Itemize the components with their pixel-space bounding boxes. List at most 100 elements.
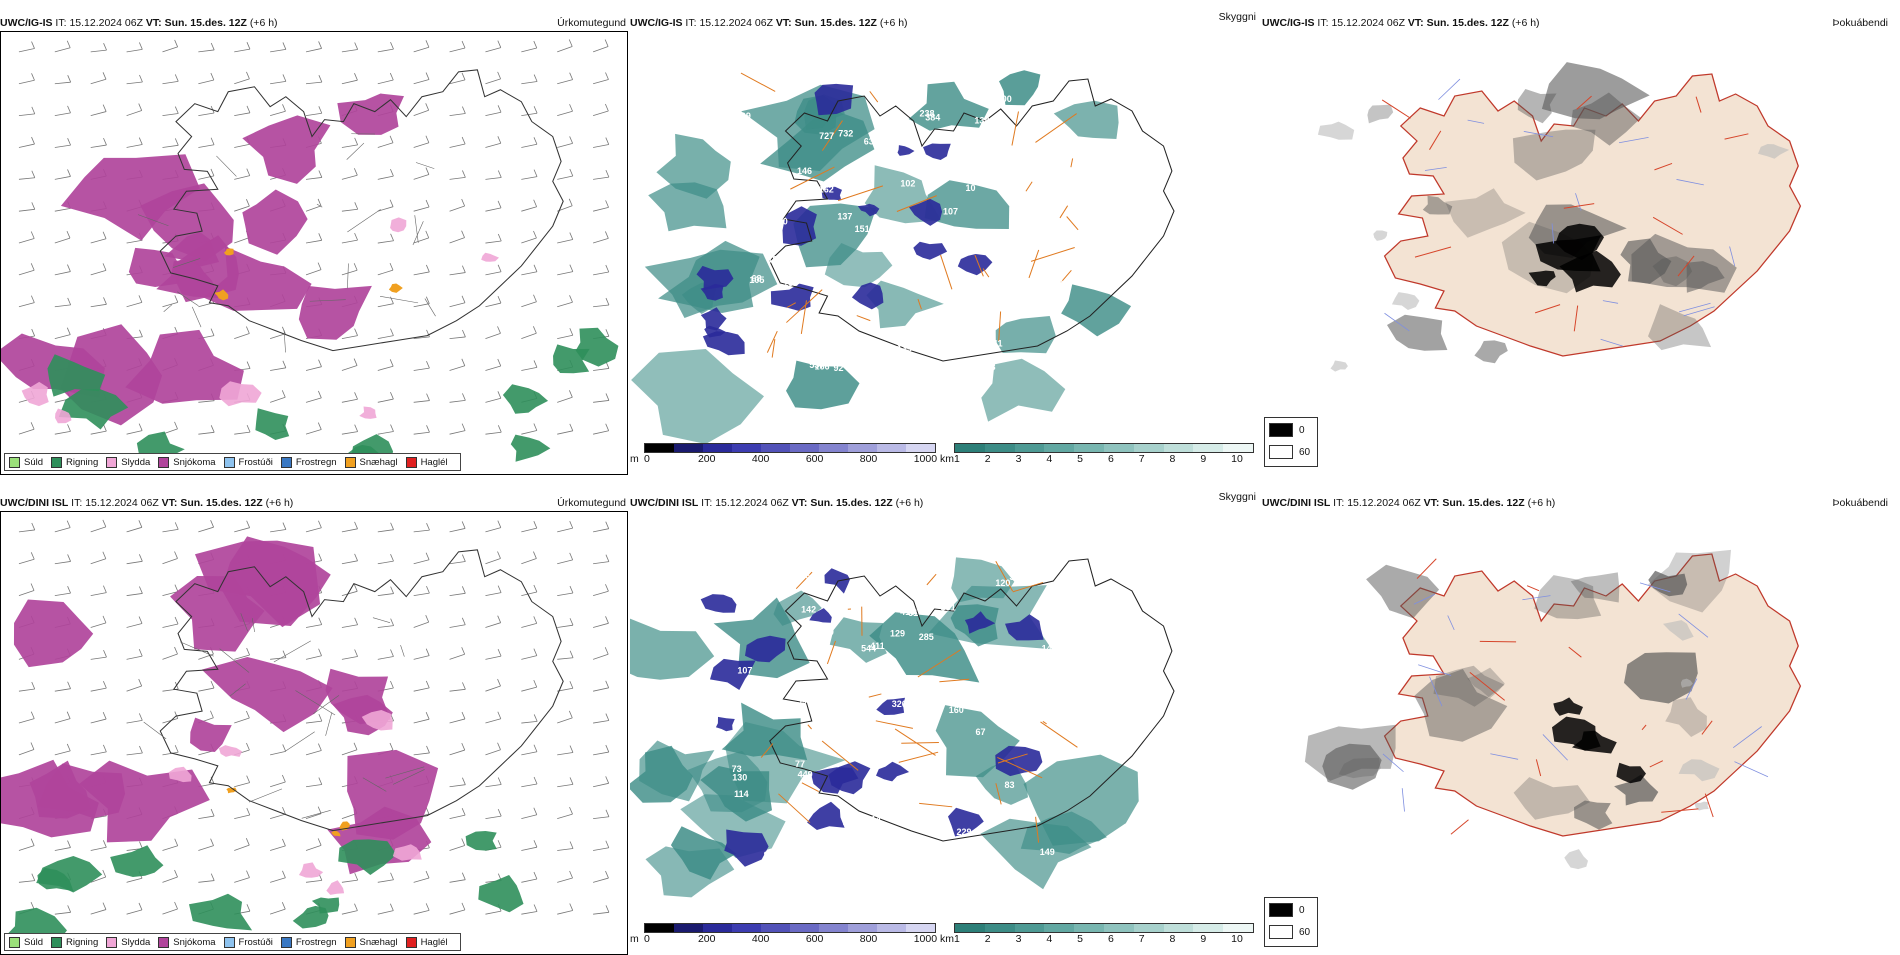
wind-barb-flag [246,871,249,878]
wind-barb [91,270,106,275]
legend-item: Frostúði [224,937,273,948]
colorbar-tick: 200 [698,933,716,945]
wind-barb-flag [319,554,322,561]
wind-barb [593,783,609,786]
wind-barb [162,877,177,882]
wind-barb-flag [103,297,106,304]
wind-barb-flag [32,137,35,144]
wind-barb-flag [534,75,537,82]
legend-swatch [1269,925,1293,939]
wind-barb [19,881,35,883]
wind-barb-flag [534,360,537,367]
wind-barb-flag [139,42,142,49]
wind-barb-flag [211,329,214,336]
wind-barb [55,335,70,339]
wind-barb [342,561,358,564]
wind-barb-flag [390,904,393,911]
wind-barb-flag [319,75,322,82]
wind-barb [306,845,321,850]
wind-barb-flag [606,170,609,177]
ceiling-value-label: 86 [973,837,983,847]
wind-barb-flag [570,903,573,910]
wind-barb [485,208,501,211]
wind-barb-flag [103,138,106,145]
wind-barb [55,208,71,211]
wind-barb [557,80,572,84]
wind-barb-flag [606,298,609,305]
wind-barb-flag [355,554,358,561]
wind-barb [342,209,358,211]
legend-swatch [406,937,417,948]
wind-barb [414,80,429,84]
wind-barb-flag [355,329,358,336]
wind-barb [450,719,465,723]
road-line [326,712,332,735]
colorbar-tick: 400 [752,933,770,945]
wind-barb-flag [534,170,537,177]
road-line [870,91,878,102]
wind-barb [378,656,394,659]
wind-barb-flag [355,873,358,880]
ceiling-value-label: 372 [858,351,873,361]
legend-swatch [106,457,117,468]
wind-barb [55,848,71,851]
wind-barb-flag [570,871,573,878]
wind-barb-flag [390,329,393,336]
wind-barb [593,562,609,564]
wind-barb-flag [570,233,573,240]
wind-barb-flag [462,555,465,562]
field-blob [219,381,261,406]
wind-barb [593,848,609,851]
wind-barb-flag [318,391,321,398]
wind-barb-flag [139,649,142,656]
wind-barb-flag [247,42,250,49]
legend-label: Frostúði [239,937,273,948]
wind-barb-flag [31,743,34,750]
wind-barb [91,239,106,243]
wind-barb [414,688,430,691]
field-blob [242,115,330,183]
wind-barb-flag [354,904,357,911]
wind-barb [593,817,609,819]
wind-barb [162,624,178,628]
field-blob [129,248,180,287]
field-blob [1392,292,1420,310]
wind-barb-flag [426,40,429,47]
wind-barb [127,82,143,84]
wind-barb-flag [282,775,285,782]
wind-barb-flag [462,199,465,206]
ceiling-value-label: 309 [736,111,751,121]
wind-barb [270,334,285,339]
wind-barb [557,111,572,115]
wind-barb-flag [247,425,250,432]
wind-barb-flag [570,169,573,176]
colorbar-tick: 4 [1046,453,1052,465]
wind-barb-flag [427,394,430,401]
wind-barb [485,432,501,434]
road-line [857,316,871,321]
road-line [216,156,236,176]
ceiling-value-label: 673 [826,829,841,839]
wind-barb-flag [534,649,537,656]
ceiling-value-label: 100 [995,229,1010,239]
wind-barb [270,782,285,787]
wind-barb [450,303,465,307]
wind-barb-flag [32,682,35,689]
field-blob [852,283,884,310]
precip-type-panel-top: UWC/IG-IS IT: 15.12.2024 06Z VT: Sun. 15… [0,15,628,475]
legend-item: Snæhagl [345,937,398,948]
wind-barb [234,528,249,532]
wind-barb-flag [391,554,394,561]
colorbar-tick: 7 [1139,933,1145,945]
field-blob [1367,105,1393,124]
field-blob [830,617,887,663]
wind-barb [378,530,394,532]
wind-barb-flag [139,586,142,593]
wind-barb-flag [534,680,537,687]
wind-barb [378,880,394,883]
wind-barb-flag [462,170,465,177]
ceiling-value-label: 107 [943,206,958,216]
wind-barb-flag [355,522,358,529]
field-blob [466,831,497,851]
